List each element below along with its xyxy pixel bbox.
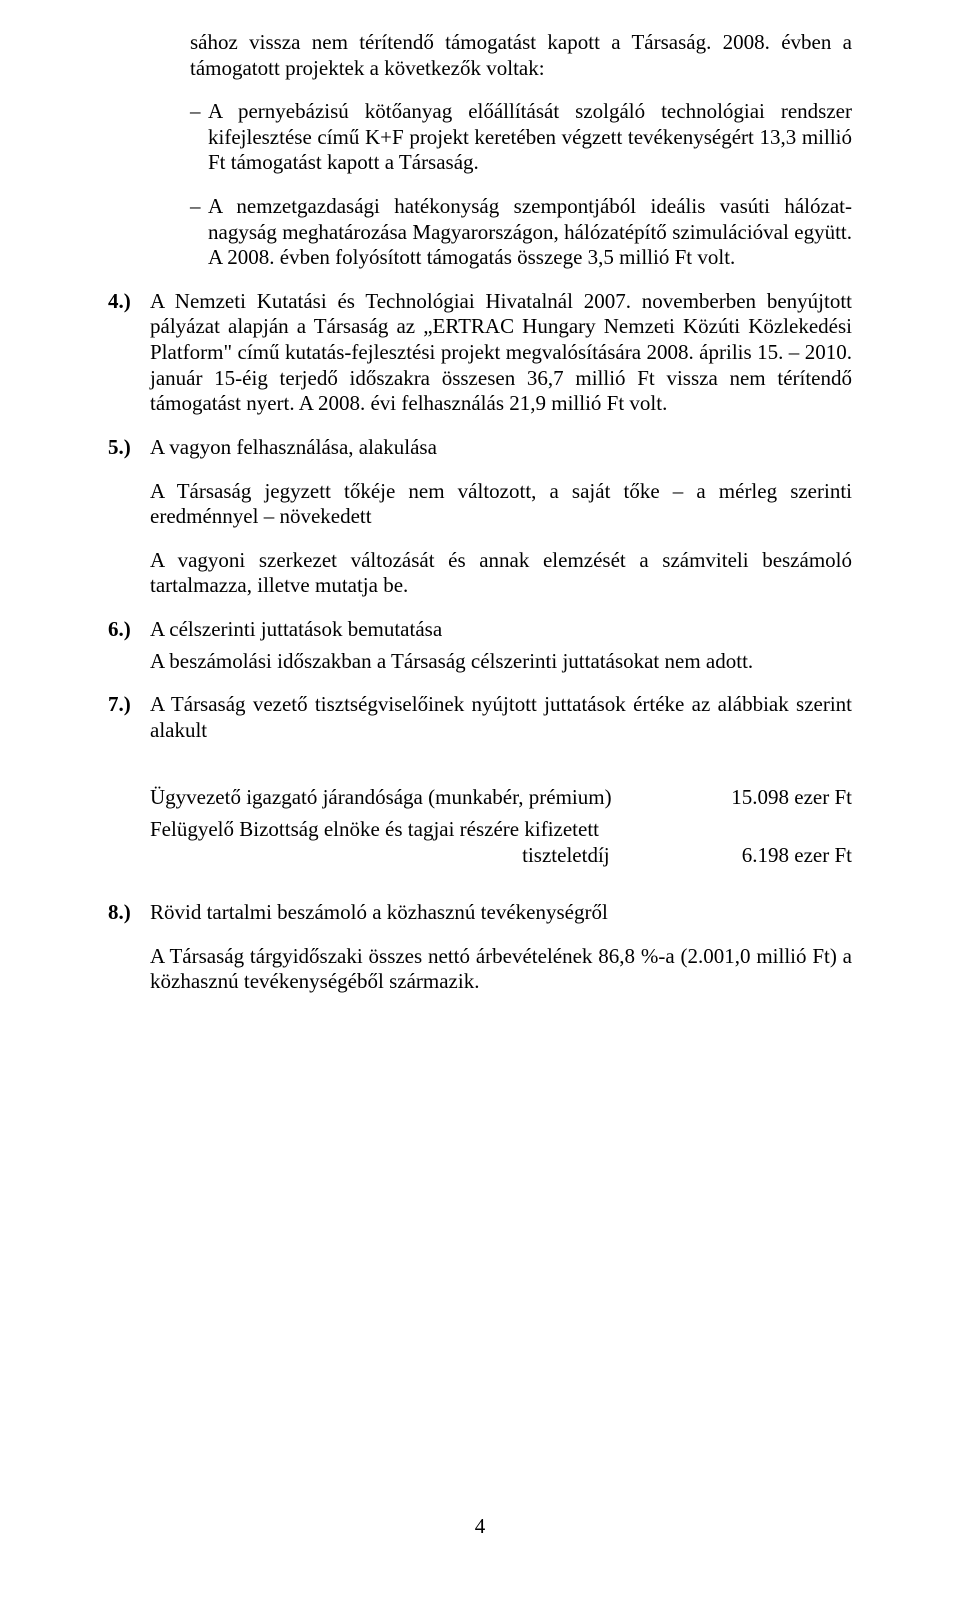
item-number: 4.) bbox=[108, 289, 148, 417]
item-5-paragraph: A Társaság jegyzett tőkéje nem változott… bbox=[150, 479, 852, 530]
intro-continuation: sához vissza nem térítendő támogatást ka… bbox=[190, 30, 852, 81]
item-5-paragraph: A vagyoni szerkezet változását és annak … bbox=[150, 548, 852, 599]
item-title: A célszerinti juttatások bemutatása bbox=[150, 617, 852, 643]
bullet-text: A nemzetgazdasági hatékonyság szempontjá… bbox=[208, 194, 852, 271]
numbered-item-7: 7.) A Társaság vezető tisztségviselőinek… bbox=[108, 692, 852, 743]
numbered-item-6: 6.) A célszerinti juttatások bemutatása bbox=[108, 617, 852, 643]
bullet-text: A pernyebázisú kötőanyag előállítását sz… bbox=[208, 99, 852, 176]
compensation-row: Ügyvezető igazgató járandósága (munkabér… bbox=[150, 785, 852, 811]
bullet-dash-icon: – bbox=[190, 194, 208, 271]
compensation-sub-label: tiszteletdíj bbox=[150, 843, 722, 869]
compensation-row: Felügyelő Bizottság elnöke és tagjai rés… bbox=[150, 817, 852, 843]
compensation-subrow: tiszteletdíj 6.198 ezer Ft bbox=[150, 843, 852, 869]
item-number: 8.) bbox=[108, 900, 148, 926]
numbered-item-8: 8.) Rövid tartalmi beszámoló a közhasznú… bbox=[108, 900, 852, 926]
item-title: Rövid tartalmi beszámoló a közhasznú tev… bbox=[150, 900, 852, 926]
compensation-label: Felügyelő Bizottság elnöke és tagjai rés… bbox=[150, 817, 832, 843]
compensation-value bbox=[832, 817, 852, 843]
item-8-paragraph: A Társaság tárgyidőszaki összes nettó ár… bbox=[150, 944, 852, 995]
bullet-item: – A nemzetgazdasági hatékonyság szempont… bbox=[190, 194, 852, 271]
bullet-item: – A pernyebázisú kötőanyag előállítását … bbox=[190, 99, 852, 176]
item-6-paragraph: A beszámolási időszakban a Társaság céls… bbox=[150, 649, 852, 675]
item-title: A vagyon felhasználása, alakulása bbox=[150, 435, 852, 461]
item-content: A Nemzeti Kutatási és Technológiai Hivat… bbox=[150, 289, 852, 417]
numbered-item-4: 4.) A Nemzeti Kutatási és Technológiai H… bbox=[108, 289, 852, 417]
compensation-label: Ügyvezető igazgató járandósága (munkabér… bbox=[150, 785, 711, 811]
compensation-value: 6.198 ezer Ft bbox=[722, 843, 852, 869]
numbered-item-5: 5.) A vagyon felhasználása, alakulása bbox=[108, 435, 852, 461]
document-page: sához vissza nem térítendő támogatást ka… bbox=[0, 0, 960, 1599]
compensation-value: 15.098 ezer Ft bbox=[711, 785, 852, 811]
page-number: 4 bbox=[0, 1514, 960, 1539]
item-number: 5.) bbox=[108, 435, 148, 461]
item-content: A Társaság vezető tisztségviselőinek nyú… bbox=[150, 692, 852, 743]
bullet-dash-icon: – bbox=[190, 99, 208, 176]
item-number: 7.) bbox=[108, 692, 148, 743]
item-number: 6.) bbox=[108, 617, 148, 643]
